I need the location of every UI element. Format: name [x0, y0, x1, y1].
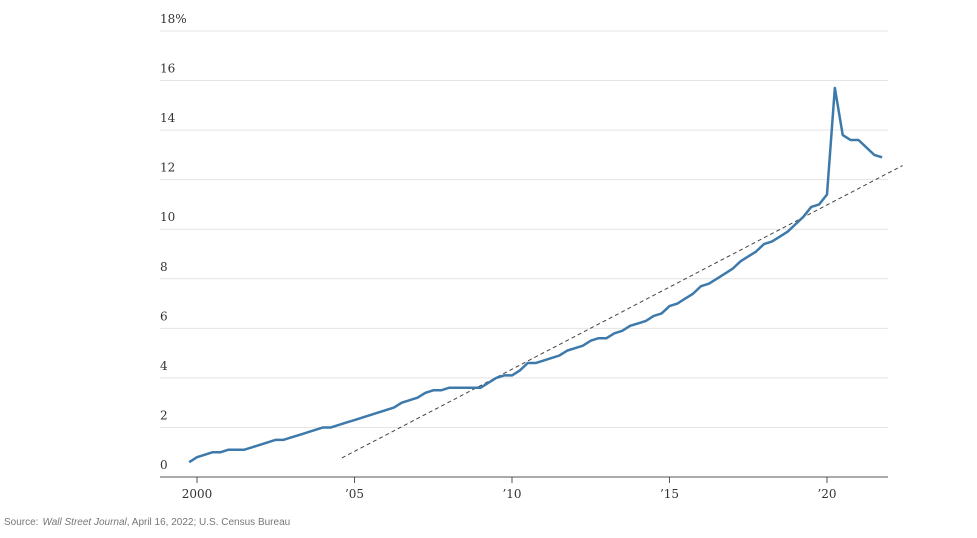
y-tick-label: 0: [160, 458, 168, 472]
y-tick-label: 4: [160, 359, 168, 373]
y-tick-label: 18%: [160, 12, 187, 26]
y-tick-label: 14: [160, 111, 176, 125]
y-tick-label: 12: [160, 161, 175, 175]
x-tick-label: 2000: [182, 487, 213, 501]
source-rest: , April 16, 2022; U.S. Census Bureau: [127, 517, 290, 528]
x-tick-label: ’20: [817, 487, 836, 501]
trend-line: [341, 165, 903, 459]
source: Source: Wall Street Journal, April 16, 20…: [4, 517, 290, 528]
y-tick-label: 6: [160, 309, 168, 323]
y-tick-label: 2: [160, 408, 168, 422]
x-tick-label: ’10: [502, 487, 521, 501]
y-tick-label: 10: [160, 210, 175, 224]
source-prefix: Source:: [4, 517, 38, 528]
y-tick-label: 8: [160, 260, 168, 274]
data-line: [188, 86, 883, 464]
source-publication: Wall Street Journal: [42, 517, 127, 528]
x-tick-label: ’15: [660, 487, 679, 501]
x-tick-label: ’05: [345, 487, 364, 501]
y-tick-label: 16: [160, 62, 175, 76]
